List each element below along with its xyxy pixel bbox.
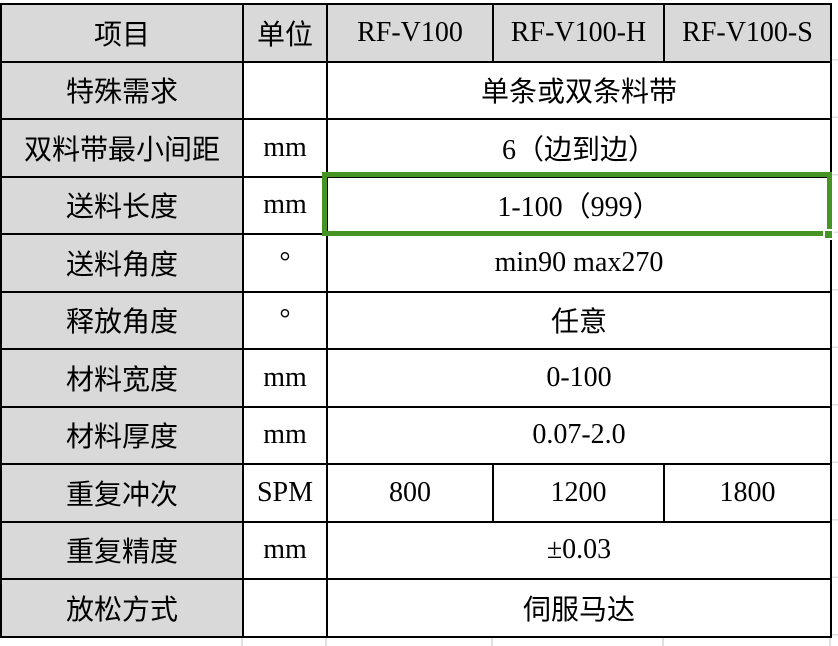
table-row-material-width: 材料宽度 mm 0-100 <box>0 348 832 408</box>
row-label-cell[interactable]: 释放角度 <box>0 290 244 350</box>
table-row-release-angle: 释放角度 ° 任意 <box>0 290 832 350</box>
gridline-tick <box>241 638 243 646</box>
row-value-cell-model-2[interactable]: 1200 <box>492 463 665 523</box>
right-gutter-gridlines <box>832 3 838 638</box>
table-row-spm: 重复冲次 SPM 800 1200 1800 <box>0 463 832 523</box>
row-value-cell[interactable]: 6（边到边） <box>326 118 832 178</box>
gridline-tick <box>325 638 327 646</box>
table-row-repeat-accuracy: 重复精度 mm ±0.03 <box>0 520 832 580</box>
row-value-cell-model-3[interactable]: 1800 <box>663 463 832 523</box>
col-header-model-3[interactable]: RF-V100-S <box>663 3 832 63</box>
row-unit-cell[interactable]: ° <box>242 233 328 293</box>
col-header-unit[interactable]: 单位 <box>242 3 328 63</box>
row-label-cell[interactable]: 双料带最小间距 <box>0 118 244 178</box>
row-label-cell[interactable]: 材料厚度 <box>0 405 244 465</box>
table-row-material-thickness: 材料厚度 mm 0.07-2.0 <box>0 405 832 465</box>
spec-table: 项目 单位 RF-V100 RF-V100-H RF-V100-S 特殊需求 单… <box>0 3 832 638</box>
row-label-cell[interactable]: 放松方式 <box>0 578 244 638</box>
row-unit-cell[interactable]: mm <box>242 118 328 178</box>
row-label-cell[interactable]: 特殊需求 <box>0 60 244 120</box>
col-header-model-2[interactable]: RF-V100-H <box>492 3 665 63</box>
row-unit-cell[interactable]: mm <box>242 348 328 408</box>
fill-handle[interactable] <box>823 229 834 240</box>
row-label-cell[interactable]: 送料长度 <box>0 175 244 235</box>
row-unit-cell[interactable]: mm <box>242 175 328 235</box>
row-unit-cell[interactable]: ° <box>242 290 328 350</box>
gridline-tick <box>829 638 831 646</box>
row-value-cell[interactable]: min90 max270 <box>326 233 832 293</box>
col-header-model-1[interactable]: RF-V100 <box>326 3 494 63</box>
table-row-feed-length: 送料长度 mm 1-100（999） <box>0 175 832 235</box>
selected-cell[interactable]: 1-100（999） <box>326 175 832 235</box>
table-row-feed-angle: 送料角度 ° min90 max270 <box>0 233 832 293</box>
row-label-cell[interactable]: 材料宽度 <box>0 348 244 408</box>
row-value-cell-model-1[interactable]: 800 <box>326 463 494 523</box>
col-header-item[interactable]: 项目 <box>0 3 244 63</box>
row-unit-cell[interactable]: mm <box>242 405 328 465</box>
row-value-cell[interactable]: 任意 <box>326 290 832 350</box>
row-label-cell[interactable]: 重复精度 <box>0 520 244 580</box>
row-unit-cell[interactable] <box>242 578 328 638</box>
row-value-cell[interactable]: 0-100 <box>326 348 832 408</box>
row-value-cell[interactable]: 单条或双条料带 <box>326 60 832 120</box>
row-label-cell[interactable]: 重复冲次 <box>0 463 244 523</box>
gridline-tick <box>662 638 664 646</box>
row-unit-cell[interactable] <box>242 60 328 120</box>
header-row: 项目 单位 RF-V100 RF-V100-H RF-V100-S <box>0 3 832 63</box>
row-value-cell[interactable]: 伺服马达 <box>326 578 832 638</box>
row-value-cell[interactable]: ±0.03 <box>326 520 832 580</box>
row-unit-cell[interactable]: SPM <box>242 463 328 523</box>
table-row-min-gap: 双料带最小间距 mm 6（边到边） <box>0 118 832 178</box>
row-label-cell[interactable]: 送料角度 <box>0 233 244 293</box>
bottom-gridline-ticks <box>0 638 838 646</box>
table-row-special-need: 特殊需求 单条或双条料带 <box>0 60 832 120</box>
row-unit-cell[interactable]: mm <box>242 520 328 580</box>
gridline-tick <box>491 638 493 646</box>
table-row-release-mode: 放松方式 伺服马达 <box>0 578 832 638</box>
row-value-cell[interactable]: 0.07-2.0 <box>326 405 832 465</box>
